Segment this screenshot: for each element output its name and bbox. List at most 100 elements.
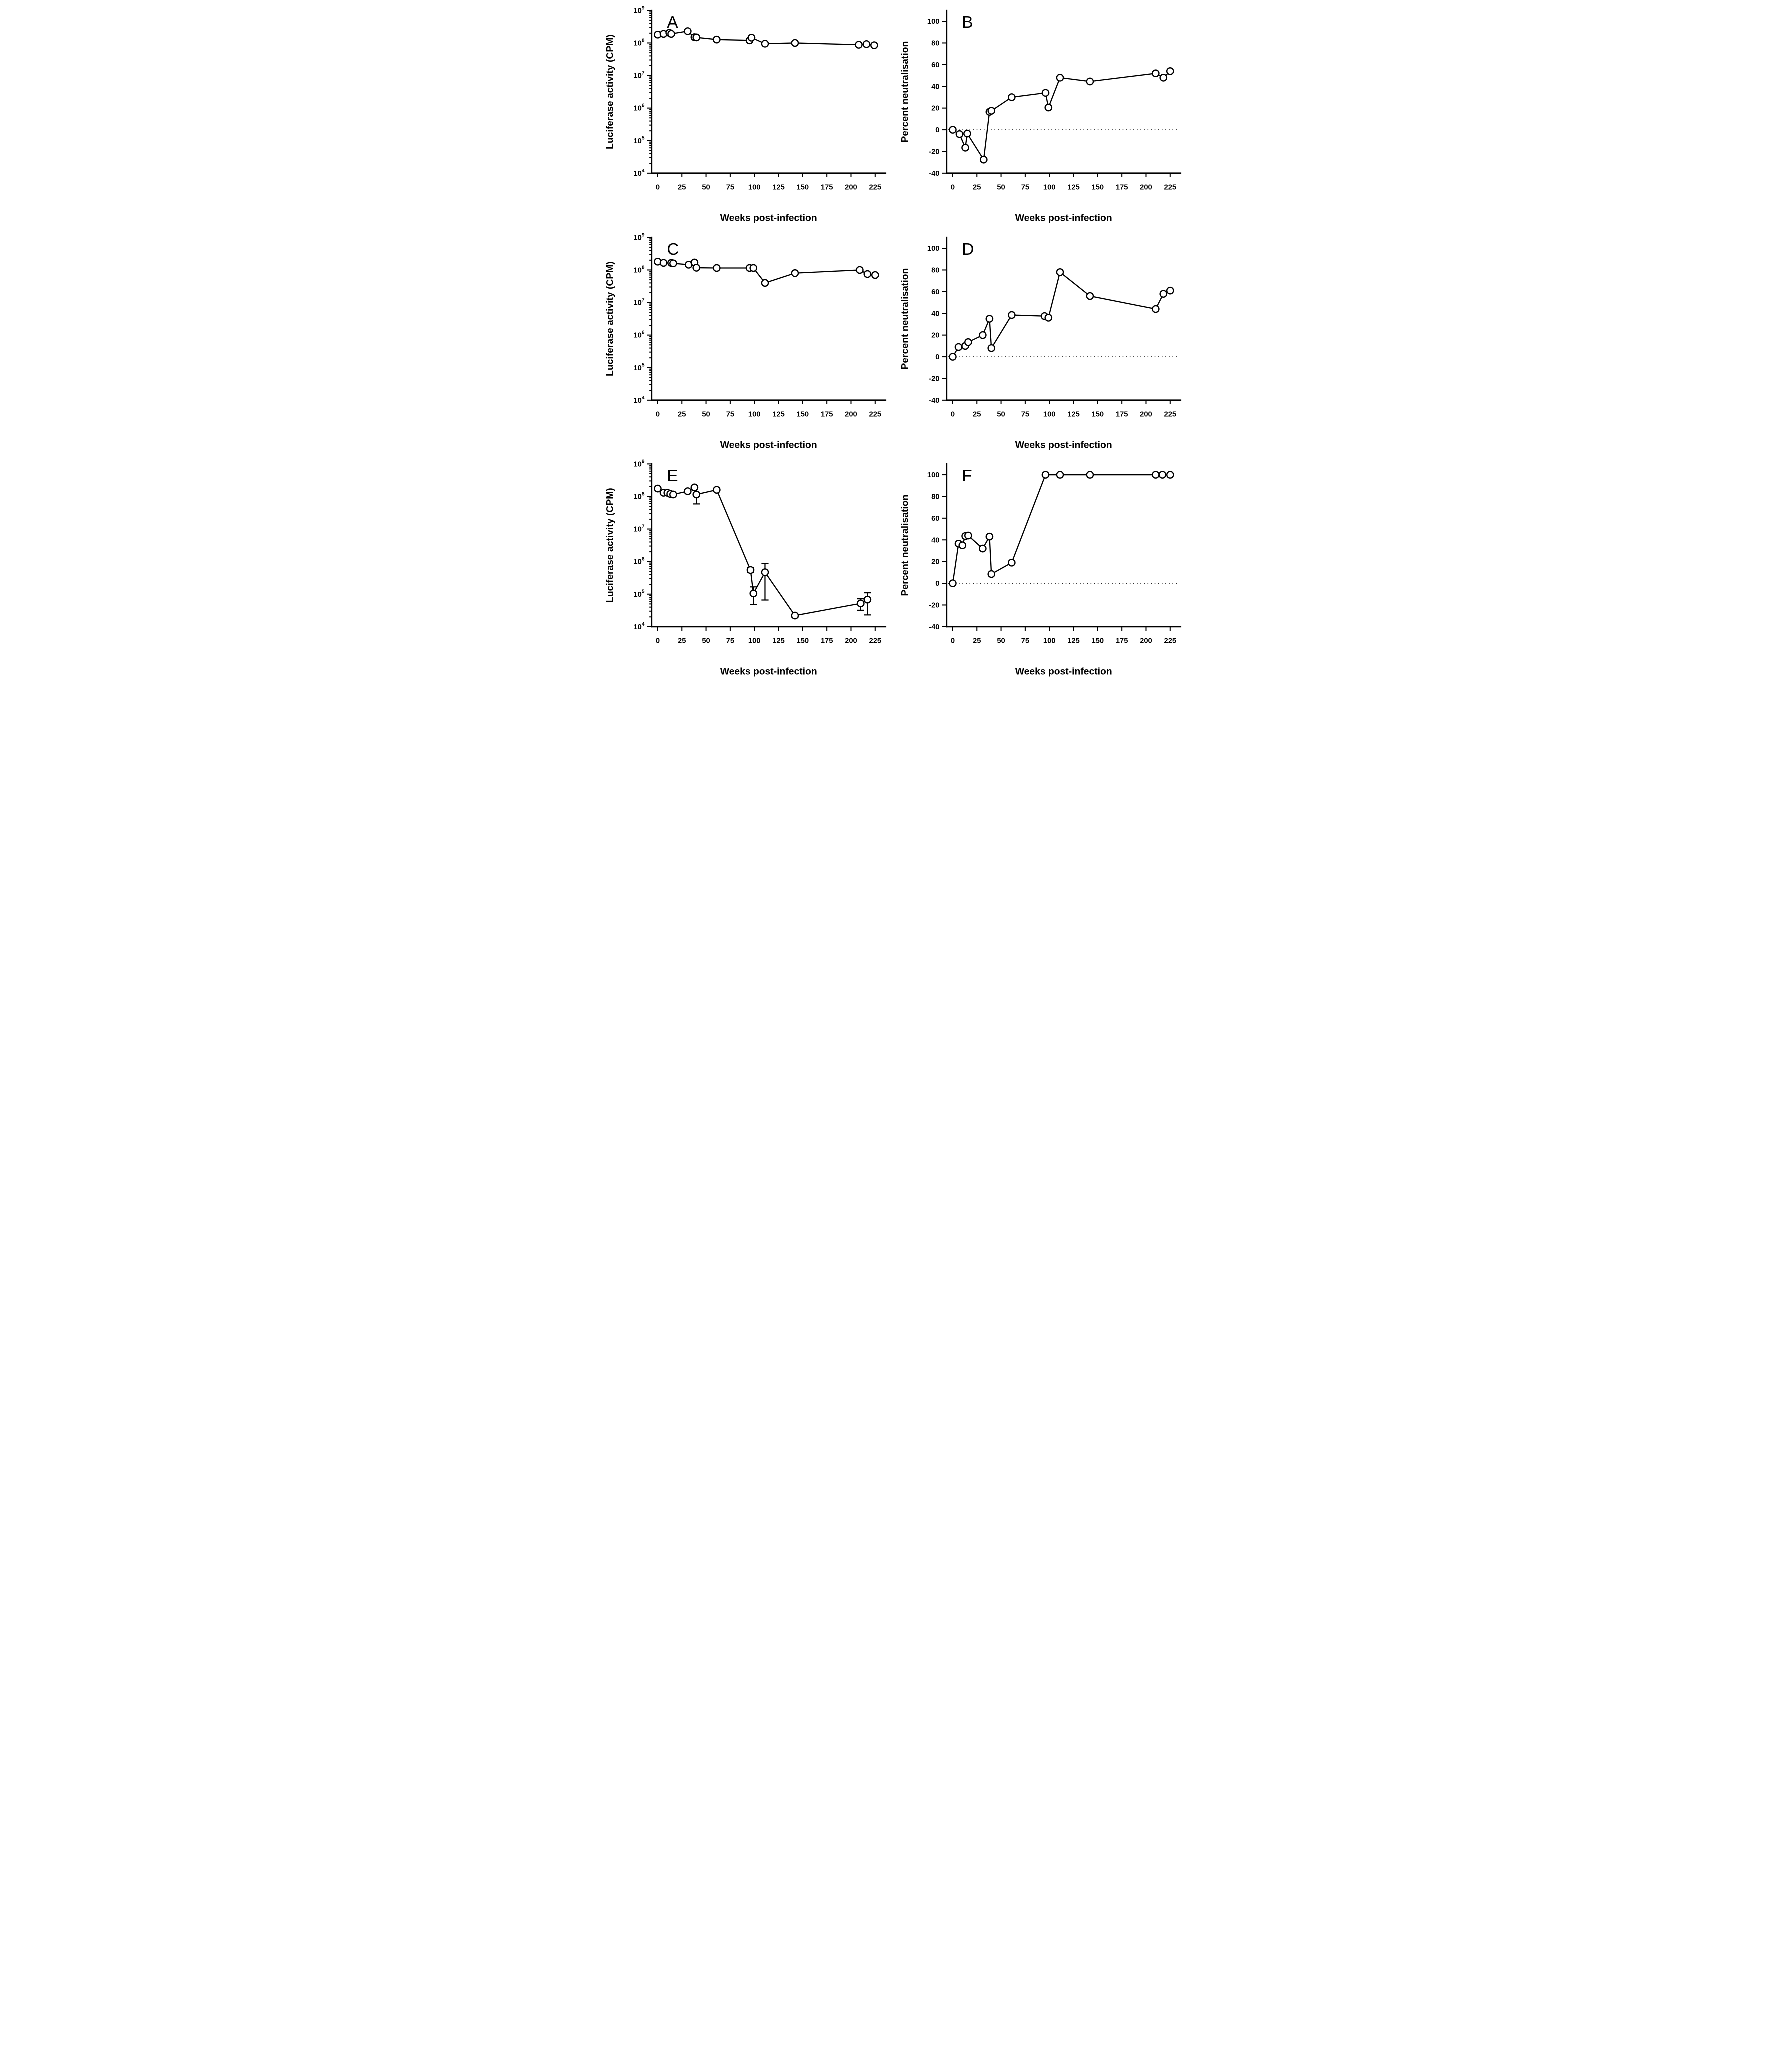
data-point <box>870 41 878 49</box>
y-tick-label: -40 <box>929 623 940 631</box>
data-point <box>1152 471 1160 479</box>
y-tick-label: 105 <box>634 589 644 599</box>
data-point <box>864 596 872 604</box>
x-tick-label: 50 <box>997 410 1005 418</box>
data-point <box>988 344 996 352</box>
x-tick-label: 100 <box>1044 637 1056 645</box>
scientific-figure: 104 105 106 107 108 109 0 25 50 75 100 125 150 175 200… <box>601 0 1191 681</box>
panel-letter-F: F <box>962 467 972 485</box>
data-point <box>692 33 701 42</box>
y-tick-label: 109 <box>634 5 644 15</box>
panel-A: 104 105 106 107 108 109 0 25 50 75 100 125 150 175 200… <box>601 0 896 227</box>
x-tick-label: 200 <box>1140 410 1152 418</box>
y-tick-label: 80 <box>932 40 940 48</box>
data-point <box>988 107 996 115</box>
data-point <box>986 314 994 323</box>
data-point <box>791 39 800 47</box>
x-tick-label: 50 <box>702 183 710 191</box>
data-point <box>964 532 972 540</box>
data-point <box>856 266 864 274</box>
x-tick-label: 150 <box>1092 637 1104 645</box>
data-point <box>791 269 800 277</box>
x-axis-title: Weeks post-infection <box>1016 213 1112 223</box>
x-tick-label: 225 <box>870 183 882 191</box>
panel-letter-C: C <box>667 240 679 259</box>
panel-letter-D: D <box>962 240 974 259</box>
data-point <box>684 27 692 35</box>
data-point <box>1166 471 1174 479</box>
x-tick-label: 0 <box>656 410 660 418</box>
data-point <box>1158 471 1167 479</box>
x-tick-label: 175 <box>1116 183 1128 191</box>
x-tick-label: 75 <box>1022 637 1030 645</box>
data-point <box>864 270 872 278</box>
data-point <box>1086 292 1094 300</box>
x-tick-label: 125 <box>1068 183 1080 191</box>
data-point <box>750 264 758 272</box>
data-point <box>690 483 699 492</box>
data-point <box>1152 305 1160 313</box>
x-tick-label: 25 <box>678 410 686 418</box>
x-axis-title: Weeks post-infection <box>720 213 818 223</box>
data-point <box>712 486 721 494</box>
data-point <box>1008 311 1016 319</box>
data-point <box>1008 93 1016 101</box>
x-tick-label: 150 <box>1092 183 1104 191</box>
y-tick-label: 40 <box>932 537 940 545</box>
data-point <box>750 589 758 598</box>
y-tick-label: 40 <box>932 310 940 318</box>
x-axis-title: Weeks post-infection <box>1016 667 1112 677</box>
x-tick-label: 200 <box>845 637 858 645</box>
x-tick-label: 200 <box>1140 183 1152 191</box>
x-tick-label: 150 <box>797 410 810 418</box>
x-tick-label: 100 <box>748 410 761 418</box>
x-tick-label: 25 <box>973 637 981 645</box>
x-tick-label: 75 <box>1022 410 1030 418</box>
data-point <box>949 126 957 134</box>
panel-C: 104 105 106 107 108 109 0 25 50 75 100 125 150 175 200… <box>601 227 896 454</box>
data-point <box>1042 89 1050 97</box>
y-tick-label: -40 <box>929 397 940 405</box>
data-point <box>1166 286 1174 295</box>
x-tick-label: 0 <box>951 637 955 645</box>
x-tick-label: 75 <box>726 410 734 418</box>
data-point <box>1160 74 1168 82</box>
y-axis-title: Percent neutralisation <box>900 495 910 596</box>
x-tick-label: 175 <box>1116 410 1128 418</box>
y-tick-label: -20 <box>929 148 940 156</box>
y-tick-label: 108 <box>634 492 644 501</box>
panel-E-chart: 104 105 106 107 108 109 0 25 50 75 100 125 150 175 200… <box>605 459 887 677</box>
figure-grid: 104 105 106 107 108 109 0 25 50 75 100 125 150 175 200… <box>601 0 1191 681</box>
series-line <box>952 474 1170 584</box>
y-tick-label: 104 <box>634 168 644 178</box>
data-point <box>1086 471 1094 479</box>
x-tick-label: 175 <box>821 637 834 645</box>
y-tick-label: 108 <box>634 265 644 274</box>
x-axis-title: Weeks post-infection <box>1016 440 1112 450</box>
x-tick-label: 225 <box>870 410 882 418</box>
x-tick-label: 100 <box>748 183 761 191</box>
data-point <box>1042 471 1050 479</box>
data-point <box>1152 69 1160 78</box>
y-tick-label: 0 <box>936 580 940 588</box>
y-tick-label: 109 <box>634 459 644 469</box>
data-point <box>856 599 865 608</box>
data-point <box>986 533 994 541</box>
y-tick-label: 106 <box>634 330 644 339</box>
x-tick-label: 125 <box>1068 410 1080 418</box>
data-point <box>761 568 770 577</box>
data-point <box>988 570 996 578</box>
y-tick-label: 107 <box>634 524 644 534</box>
x-tick-label: 50 <box>997 637 1005 645</box>
y-axis-title: Percent neutralisation <box>900 41 910 143</box>
data-point <box>761 40 770 48</box>
y-tick-label: 60 <box>932 288 940 296</box>
x-tick-label: 0 <box>656 637 660 645</box>
y-tick-label: 80 <box>932 493 940 501</box>
x-tick-label: 100 <box>1044 183 1056 191</box>
x-tick-label: 125 <box>772 637 785 645</box>
x-tick-label: 25 <box>678 637 686 645</box>
x-tick-label: 225 <box>1164 637 1177 645</box>
data-point <box>791 612 800 620</box>
panel-C-chart: 104 105 106 107 108 109 0 25 50 75 100 125 150 175 200… <box>605 232 887 450</box>
